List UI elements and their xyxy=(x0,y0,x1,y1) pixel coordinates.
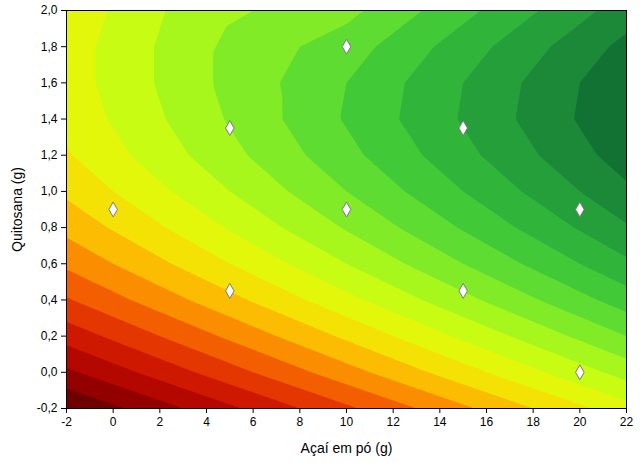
svg-text:1,6: 1,6 xyxy=(41,76,58,90)
svg-text:8: 8 xyxy=(296,415,303,429)
svg-text:2: 2 xyxy=(156,415,163,429)
svg-text:1,2: 1,2 xyxy=(41,148,58,162)
svg-text:12: 12 xyxy=(386,415,400,429)
svg-text:16: 16 xyxy=(480,415,494,429)
svg-text:0,0: 0,0 xyxy=(41,365,58,379)
svg-text:2,0: 2,0 xyxy=(41,3,58,17)
svg-text:Açaí em pó (g): Açaí em pó (g) xyxy=(301,440,393,456)
svg-text:1,8: 1,8 xyxy=(41,40,58,54)
svg-text:10: 10 xyxy=(340,415,354,429)
svg-text:0,4: 0,4 xyxy=(41,293,58,307)
svg-text:1,0: 1,0 xyxy=(41,184,58,198)
svg-text:6: 6 xyxy=(250,415,257,429)
svg-text:-0,2: -0,2 xyxy=(37,401,58,415)
svg-text:1,4: 1,4 xyxy=(41,112,58,126)
svg-text:20: 20 xyxy=(573,415,587,429)
svg-text:4: 4 xyxy=(203,415,210,429)
svg-text:18: 18 xyxy=(526,415,540,429)
svg-text:14: 14 xyxy=(433,415,447,429)
svg-text:0,8: 0,8 xyxy=(41,220,58,234)
svg-text:0: 0 xyxy=(110,415,117,429)
svg-text:22: 22 xyxy=(620,415,634,429)
svg-text:0,6: 0,6 xyxy=(41,257,58,271)
svg-text:-2: -2 xyxy=(61,415,72,429)
svg-text:0,2: 0,2 xyxy=(41,329,58,343)
svg-text:Quitosana (g): Quitosana (g) xyxy=(9,167,25,252)
